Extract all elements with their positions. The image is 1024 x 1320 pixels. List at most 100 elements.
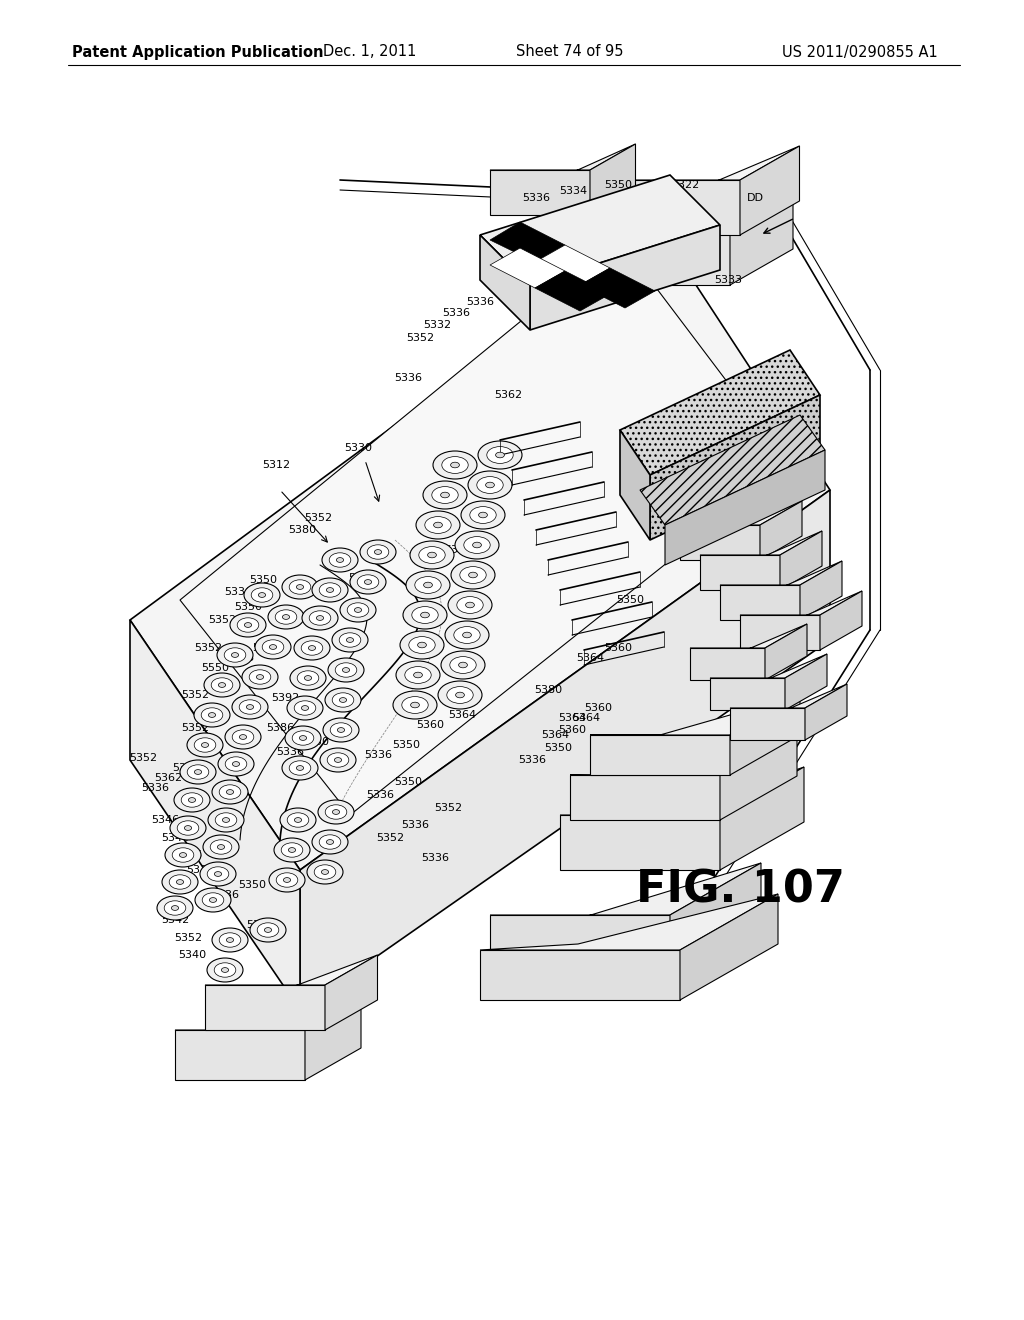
Text: 5332: 5332 <box>423 319 451 330</box>
Polygon shape <box>670 863 761 970</box>
Ellipse shape <box>256 675 263 680</box>
Ellipse shape <box>204 673 240 697</box>
Ellipse shape <box>232 696 268 719</box>
Ellipse shape <box>365 579 372 585</box>
Ellipse shape <box>282 842 303 857</box>
Polygon shape <box>490 170 590 215</box>
Text: 5350: 5350 <box>394 777 422 787</box>
Ellipse shape <box>322 870 329 874</box>
Polygon shape <box>590 224 730 285</box>
Ellipse shape <box>403 601 447 630</box>
Polygon shape <box>130 620 300 1010</box>
Ellipse shape <box>292 731 313 746</box>
Ellipse shape <box>325 688 361 711</box>
Polygon shape <box>690 624 807 656</box>
Ellipse shape <box>319 583 341 597</box>
Ellipse shape <box>360 540 396 564</box>
Text: 5336: 5336 <box>211 890 239 900</box>
Ellipse shape <box>162 870 198 894</box>
Ellipse shape <box>486 446 513 463</box>
Ellipse shape <box>184 825 191 830</box>
Text: 5362: 5362 <box>494 389 522 400</box>
Ellipse shape <box>219 785 241 799</box>
Ellipse shape <box>368 545 389 560</box>
Ellipse shape <box>258 593 265 598</box>
Ellipse shape <box>238 618 259 632</box>
Ellipse shape <box>470 507 497 524</box>
Text: 5350: 5350 <box>604 180 632 190</box>
Polygon shape <box>205 985 325 1030</box>
Ellipse shape <box>245 623 252 627</box>
Ellipse shape <box>326 805 347 820</box>
Ellipse shape <box>287 813 309 828</box>
Text: 5336: 5336 <box>364 750 392 760</box>
Text: 5336: 5336 <box>522 193 550 203</box>
Ellipse shape <box>269 644 276 649</box>
Ellipse shape <box>282 576 318 599</box>
Ellipse shape <box>354 607 361 612</box>
Ellipse shape <box>335 663 356 677</box>
Ellipse shape <box>449 591 492 619</box>
Ellipse shape <box>251 587 272 602</box>
Text: 5362: 5362 <box>348 573 376 583</box>
Ellipse shape <box>282 756 318 780</box>
Ellipse shape <box>478 512 487 517</box>
Text: 5334: 5334 <box>559 186 587 195</box>
Ellipse shape <box>269 869 305 892</box>
Polygon shape <box>610 180 740 235</box>
Ellipse shape <box>464 537 490 553</box>
Text: 5352: 5352 <box>304 513 332 523</box>
Ellipse shape <box>212 780 248 804</box>
Polygon shape <box>700 554 780 590</box>
Ellipse shape <box>202 743 209 747</box>
Ellipse shape <box>215 813 237 828</box>
Ellipse shape <box>210 840 231 854</box>
Text: 5312: 5312 <box>262 459 290 470</box>
Ellipse shape <box>329 553 351 568</box>
Ellipse shape <box>214 962 236 977</box>
Ellipse shape <box>423 480 467 510</box>
Ellipse shape <box>285 726 321 750</box>
Polygon shape <box>730 696 800 775</box>
Ellipse shape <box>264 928 271 932</box>
Text: 5350: 5350 <box>238 880 266 890</box>
Ellipse shape <box>463 632 471 638</box>
Ellipse shape <box>433 523 442 528</box>
Text: 5386: 5386 <box>266 723 294 733</box>
Ellipse shape <box>357 574 379 589</box>
Ellipse shape <box>217 845 224 849</box>
Polygon shape <box>700 531 822 566</box>
Polygon shape <box>650 395 820 540</box>
Ellipse shape <box>319 834 341 849</box>
Text: 5350: 5350 <box>249 576 278 585</box>
Text: 5362: 5362 <box>154 774 182 783</box>
Ellipse shape <box>337 557 344 562</box>
Ellipse shape <box>257 923 279 937</box>
Ellipse shape <box>289 847 296 853</box>
Ellipse shape <box>308 645 315 651</box>
Ellipse shape <box>461 502 505 529</box>
Ellipse shape <box>221 968 228 973</box>
Ellipse shape <box>187 733 223 756</box>
Text: 5350: 5350 <box>234 602 262 612</box>
Text: 5350: 5350 <box>252 643 280 653</box>
Ellipse shape <box>218 682 225 688</box>
Ellipse shape <box>299 735 306 741</box>
Text: 5352: 5352 <box>434 803 462 813</box>
Text: 5340: 5340 <box>178 950 206 960</box>
Ellipse shape <box>301 706 308 710</box>
Polygon shape <box>610 147 800 201</box>
Text: 5352: 5352 <box>194 643 222 653</box>
Ellipse shape <box>194 704 230 727</box>
Ellipse shape <box>214 871 221 876</box>
Ellipse shape <box>177 821 199 836</box>
Text: 5388: 5388 <box>443 545 472 554</box>
Ellipse shape <box>188 797 196 803</box>
Text: 5550: 5550 <box>201 663 229 673</box>
Text: Dec. 1, 2011: Dec. 1, 2011 <box>324 45 417 59</box>
Polygon shape <box>325 954 378 1030</box>
Ellipse shape <box>224 648 246 663</box>
Ellipse shape <box>342 668 349 672</box>
Polygon shape <box>205 954 378 1001</box>
Ellipse shape <box>339 697 346 702</box>
